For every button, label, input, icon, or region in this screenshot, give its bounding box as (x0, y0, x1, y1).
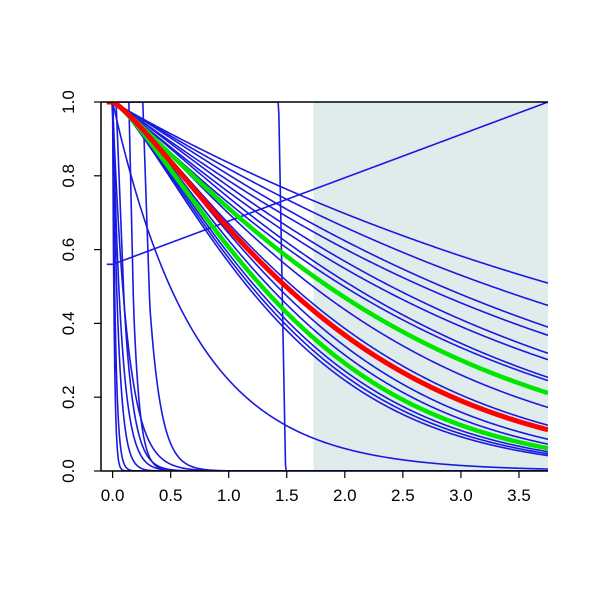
series-line-green-27 (105, 102, 548, 396)
series-line-blue-0 (106, 102, 548, 284)
y-tick-label: 0.2 (59, 385, 78, 409)
series-line-blue-6 (106, 102, 548, 379)
series-line-blue-16 (106, 102, 548, 470)
x-tick-label: 2.0 (333, 486, 357, 505)
series-line-blue-4 (106, 102, 548, 355)
series-line-blue-13 (106, 102, 548, 453)
series-line-green-28 (105, 102, 548, 451)
x-tick-label: 2.5 (391, 486, 415, 505)
x-tick-label: 3.0 (449, 486, 473, 505)
x-tick-label: 0.5 (159, 486, 183, 505)
series-line-blue-5 (106, 102, 548, 361)
axes-group: 0.0 0.5 1.0 1.5 2.0 2.5 3.0 3.5 0.0 0.2 0.4 0.6 0.8 1… (59, 90, 548, 505)
x-tick-label: 0.0 (101, 486, 125, 505)
series-line-blue-1 (106, 102, 548, 307)
x-tick-label: 1.0 (217, 486, 241, 505)
series-line-blue-3 (106, 102, 548, 337)
x-tick-label: 1.5 (275, 486, 299, 505)
series-line-blue-17 (106, 102, 548, 266)
series-line-blue-11 (106, 102, 548, 445)
y-tick-label: 0.6 (59, 238, 78, 262)
series-line-blue-15 (106, 102, 548, 457)
series-line-blue-24 (106, 102, 548, 471)
y-tick-label: 0.0 (59, 459, 78, 483)
series-line-blue-18 (106, 102, 548, 471)
series-line-blue-14 (106, 102, 548, 455)
series-line-blue-2 (106, 102, 548, 328)
y-tick-label: 1.0 (59, 90, 78, 114)
x-tick-label: 3.5 (507, 486, 531, 505)
series-line-red-29 (105, 102, 548, 433)
y-tick-label: 0.8 (59, 164, 78, 188)
y-tick-label: 0.4 (59, 312, 78, 336)
